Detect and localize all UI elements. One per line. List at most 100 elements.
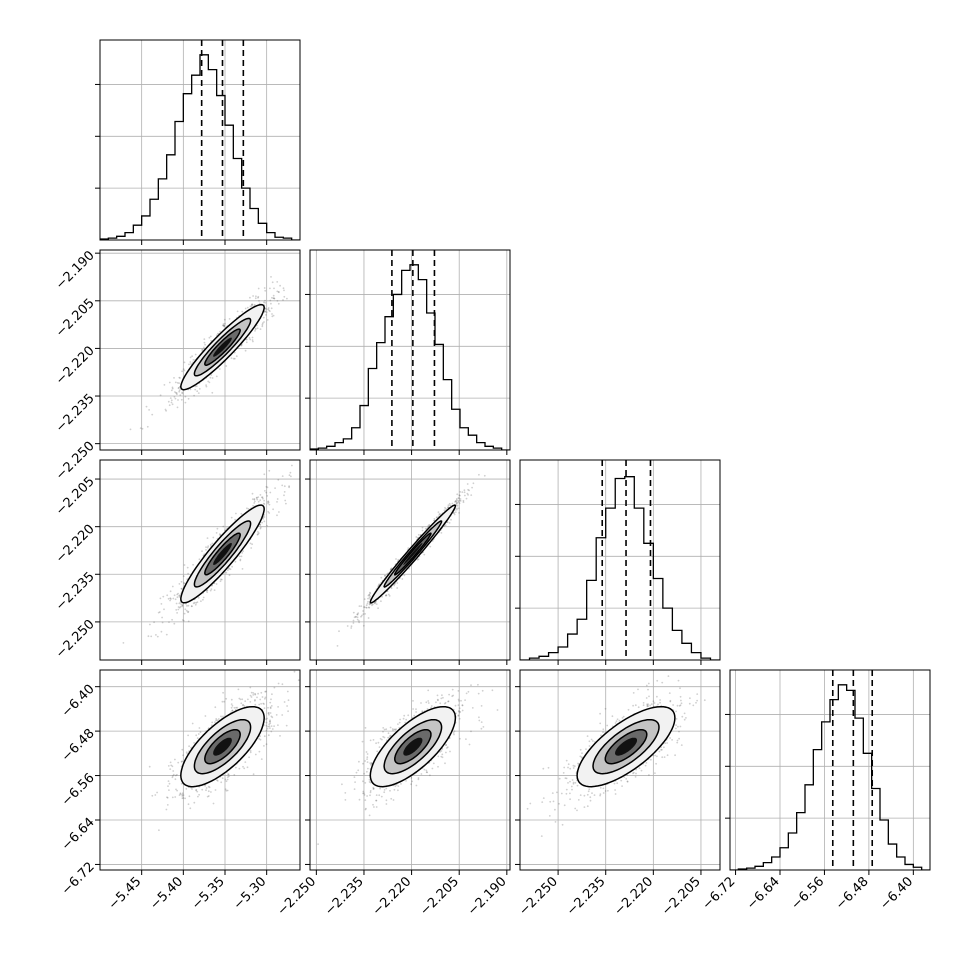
scatter-point (286, 298, 288, 300)
scatter-point (167, 797, 169, 799)
scatter-point (182, 754, 184, 756)
scatter-point (181, 581, 183, 583)
scatter-point (249, 701, 251, 703)
scatter-point (270, 712, 272, 714)
scatter-point (478, 474, 480, 476)
scatter-point (228, 774, 230, 776)
scatter-point (151, 795, 153, 797)
scatter-point (234, 519, 236, 521)
scatter-point (385, 595, 387, 597)
scatter-point (254, 704, 256, 706)
scatter-point (189, 795, 191, 797)
scatter-point (285, 503, 287, 505)
scatter-point (231, 357, 233, 359)
scatter-point (386, 803, 388, 805)
scatter-point (283, 287, 285, 289)
scatter-point (268, 714, 270, 716)
scatter-point (444, 507, 446, 509)
scatter-point (248, 756, 250, 758)
scatter-point (256, 697, 258, 699)
scatter-point (154, 794, 156, 796)
scatter-point (353, 620, 355, 622)
scatter-point (407, 547, 409, 549)
scatter-point (231, 517, 233, 519)
scatter-point (384, 575, 386, 577)
scatter-point (282, 683, 284, 685)
scatter-point (216, 532, 218, 534)
scatter-point (181, 370, 183, 372)
scatter-point (225, 779, 227, 781)
scatter-point (187, 573, 189, 575)
scatter-point (160, 394, 162, 396)
scatter-point (231, 703, 233, 705)
scatter-point (451, 503, 453, 505)
scatter-point (403, 715, 405, 717)
scatter-point (252, 692, 254, 694)
scatter-point (284, 701, 286, 703)
scatter-point (458, 512, 460, 514)
scatter-point (461, 491, 463, 493)
scatter-point (150, 636, 152, 638)
scatter-point (205, 549, 207, 551)
scatter-point (266, 730, 268, 732)
scatter-point (468, 490, 470, 492)
scatter-point (257, 297, 259, 299)
panel-1-0: −2.250−2.235−2.220−2.205−2.190 (53, 248, 300, 483)
y-tick-label: −6.64 (59, 815, 98, 854)
scatter-point (270, 731, 272, 733)
scatter-point (210, 590, 212, 592)
scatter-point (257, 533, 259, 535)
scatter-point (353, 612, 355, 614)
scatter-point (174, 594, 176, 596)
scatter-point (266, 495, 268, 497)
scatter-point (194, 389, 196, 391)
scatter-point (204, 344, 206, 346)
density-blocks (181, 505, 264, 603)
x-tick-label: −5.30 (231, 874, 270, 913)
scatter-point (219, 368, 221, 370)
scatter-point (222, 716, 224, 718)
scatter-point (153, 621, 155, 623)
scatter-point (281, 485, 283, 487)
scatter-point (260, 528, 262, 530)
scatter-point (484, 475, 486, 477)
scatter-point (277, 724, 279, 726)
panel-1-1 (305, 250, 510, 455)
scatter-point (225, 698, 227, 700)
scatter-point (253, 773, 255, 775)
scatter-point (187, 611, 189, 613)
scatter-point (239, 556, 241, 558)
scatter-point (220, 580, 222, 582)
scatter-point (459, 494, 461, 496)
scatter-point (269, 300, 271, 302)
scatter-point (282, 475, 284, 477)
scatter-point (190, 389, 192, 391)
scatter-point (288, 699, 290, 701)
scatter-point (401, 578, 403, 580)
panel-2-1 (305, 436, 520, 665)
scatter-point (178, 595, 180, 597)
scatter-point (263, 521, 265, 523)
scatter-point (175, 778, 177, 780)
scatter-point (198, 794, 200, 796)
scatter-point (254, 330, 256, 332)
scatter-point (162, 622, 164, 624)
scatter-point (271, 716, 273, 718)
scatter-point (259, 499, 261, 501)
scatter-point (380, 577, 382, 579)
scatter-point (353, 622, 355, 624)
scatter-point (193, 802, 195, 804)
scatter-point (168, 789, 170, 791)
scatter-point (177, 382, 179, 384)
scatter-point (161, 603, 163, 605)
scatter-point (456, 493, 458, 495)
scatter-point (449, 522, 451, 524)
scatter-point (262, 703, 264, 705)
scatter-point (254, 304, 256, 306)
scatter-point (199, 558, 201, 560)
y-tick-label: −2.220 (53, 522, 98, 567)
scatter-point (184, 613, 186, 615)
scatter-point (382, 727, 384, 729)
scatter-point (473, 482, 475, 484)
scatter-point (184, 564, 186, 566)
